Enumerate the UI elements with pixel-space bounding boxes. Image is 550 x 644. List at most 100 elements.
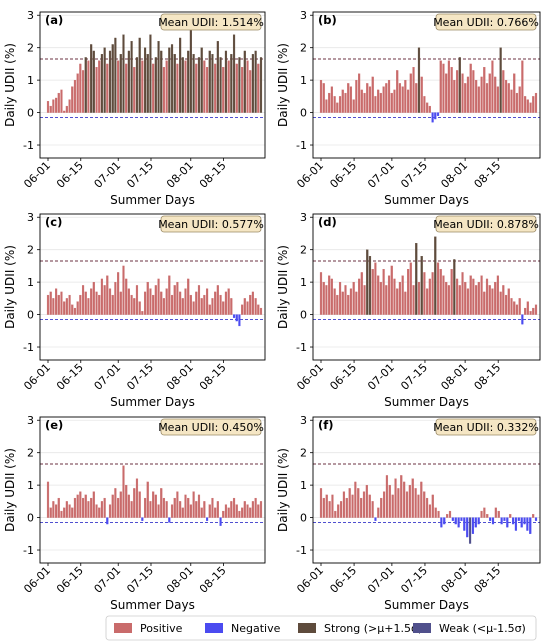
- bar: [208, 304, 211, 315]
- bar: [100, 278, 104, 315]
- bar: [377, 275, 380, 315]
- bar: [503, 517, 506, 521]
- bar: [468, 517, 472, 544]
- y-tick-label: 0: [27, 512, 34, 525]
- legend-label: Positive: [140, 622, 183, 635]
- bar: [436, 262, 440, 315]
- bar: [49, 105, 52, 113]
- bar: [243, 50, 246, 113]
- bar: [428, 278, 431, 315]
- bar: [181, 298, 184, 315]
- bar: [480, 510, 483, 518]
- bar: [127, 288, 130, 315]
- bar: [195, 501, 198, 518]
- bar: [506, 517, 509, 528]
- bar: [382, 269, 385, 315]
- y-tick-label: 3: [27, 9, 34, 22]
- bar: [243, 298, 246, 315]
- bar: [349, 288, 353, 315]
- panel-f: -1 0 1 2 3 06-01 06-15 07-01 07-15 08-01 08-15 Dail…: [276, 414, 541, 612]
- bar: [135, 285, 139, 315]
- bar: [181, 507, 184, 518]
- bar: [333, 96, 336, 113]
- bar: [414, 488, 417, 518]
- y-axis-label: Daily UDII (%): [3, 43, 17, 127]
- bar: [371, 501, 374, 518]
- bar: [187, 497, 190, 518]
- x-tick-label: 08-15: [197, 159, 229, 191]
- bar: [200, 507, 203, 518]
- bar: [491, 288, 494, 315]
- bar: [103, 47, 106, 113]
- bar: [227, 507, 230, 518]
- bar: [46, 481, 50, 518]
- x-axis-label: Summer Days: [110, 598, 195, 612]
- bar: [135, 57, 139, 113]
- bar: [133, 298, 136, 315]
- panel-e: -1 0 1 2 3 06-01 06-15 07-01 07-15 08-01 08-15 Dail…: [3, 414, 266, 612]
- bar: [385, 285, 388, 315]
- bar: [192, 301, 195, 315]
- bar: [184, 288, 187, 315]
- panel-b: -1 0 1 2 3 06-01 06-15 07-01 07-15 08-01 08-15 Dail…: [276, 9, 541, 207]
- bar: [216, 41, 219, 113]
- panel-label: (d): [318, 215, 337, 229]
- bar: [197, 57, 201, 113]
- bar: [79, 63, 82, 113]
- bar: [103, 285, 106, 315]
- x-tick-label: 07-15: [398, 159, 430, 191]
- bar: [81, 497, 85, 518]
- bar: [46, 294, 50, 315]
- bar: [90, 44, 93, 113]
- bar: [504, 294, 508, 315]
- bar: [219, 517, 222, 526]
- bar: [455, 278, 459, 315]
- bar: [526, 301, 529, 315]
- bar: [173, 285, 176, 315]
- bar: [170, 504, 174, 518]
- bar: [515, 92, 519, 113]
- bar: [254, 50, 257, 113]
- bar: [179, 291, 182, 315]
- x-tick-label: 07-15: [398, 564, 430, 596]
- bar: [431, 112, 434, 123]
- bar: [125, 278, 128, 315]
- bar: [385, 83, 388, 113]
- bar: [382, 86, 385, 113]
- x-tick-label: 06-15: [327, 159, 359, 191]
- bar: [211, 54, 214, 113]
- bar: [400, 475, 403, 518]
- legend-label: Negative: [231, 622, 281, 635]
- bar: [374, 517, 377, 521]
- bar: [328, 275, 331, 315]
- bar: [510, 298, 513, 315]
- bar: [238, 57, 241, 113]
- bar: [466, 288, 470, 315]
- bar: [439, 60, 442, 113]
- bar: [65, 105, 68, 113]
- bar: [108, 50, 112, 113]
- bar: [348, 488, 351, 518]
- bar: [388, 484, 391, 518]
- bar: [420, 256, 423, 315]
- legend-label: Strong (>μ+1.5σ): [324, 622, 422, 635]
- bar: [205, 517, 209, 521]
- bar: [122, 465, 125, 518]
- bar: [502, 70, 505, 113]
- bar: [509, 514, 512, 518]
- bar: [208, 50, 211, 113]
- bar: [49, 291, 52, 315]
- bar: [216, 501, 219, 518]
- bar: [408, 484, 411, 518]
- bar: [173, 497, 176, 518]
- bar: [71, 507, 74, 518]
- bar: [496, 86, 499, 113]
- x-tick-label: 08-01: [438, 564, 470, 596]
- x-tick-label: 08-15: [472, 159, 504, 191]
- bar: [450, 67, 453, 113]
- bar: [84, 494, 87, 518]
- bar: [377, 89, 380, 113]
- bar: [119, 491, 122, 518]
- bar: [486, 514, 489, 518]
- bar: [154, 57, 157, 113]
